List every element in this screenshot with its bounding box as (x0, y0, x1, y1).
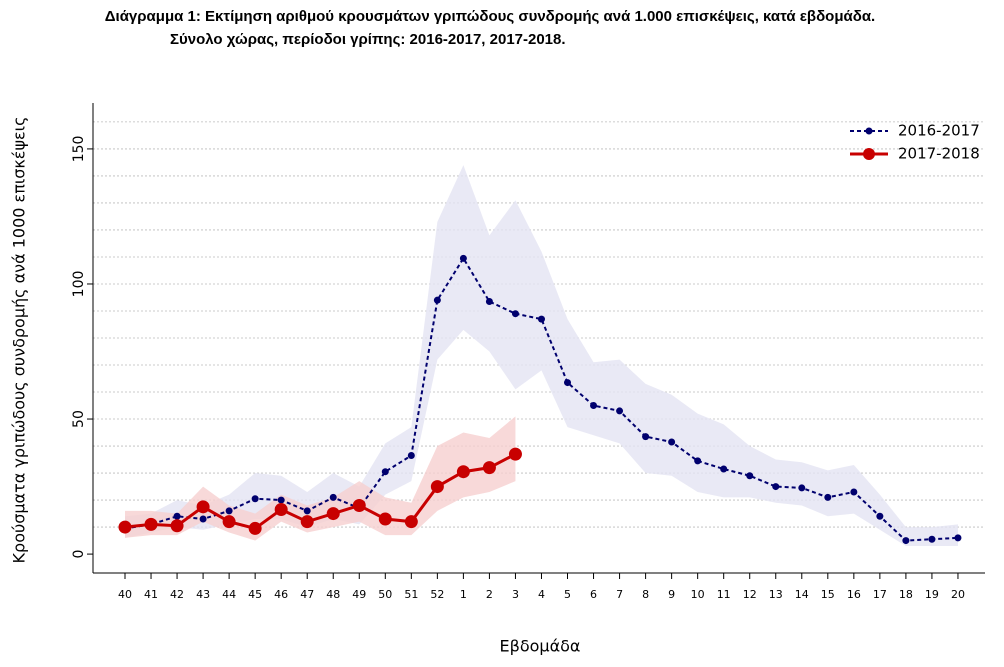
data-point (274, 503, 288, 517)
data-point (850, 488, 858, 496)
x-tick-label: 17 (873, 588, 887, 601)
x-tick-label: 12 (743, 588, 757, 601)
data-point (590, 402, 598, 410)
data-point (225, 507, 233, 515)
data-point (430, 480, 444, 494)
data-point (485, 298, 493, 306)
x-tick-label: 9 (668, 588, 675, 601)
x-tick-label: 13 (769, 588, 783, 601)
data-point (248, 521, 262, 535)
data-point (537, 315, 545, 323)
x-tick-label: 1 (460, 588, 467, 601)
data-point (824, 493, 832, 501)
data-point (251, 495, 259, 503)
data-point (404, 515, 418, 529)
x-tick-label: 14 (795, 588, 809, 601)
data-point (954, 534, 962, 542)
data-point (902, 537, 910, 545)
y-tick-label: 0 (71, 550, 87, 559)
confidence-band (125, 416, 516, 541)
x-tick-label: 19 (925, 588, 939, 601)
x-tick-label: 46 (274, 588, 288, 601)
data-point (508, 447, 522, 461)
x-tick-label: 51 (404, 588, 418, 601)
data-point (277, 496, 285, 504)
data-point (407, 452, 415, 459)
data-point (564, 379, 572, 387)
data-point (303, 507, 311, 515)
data-point (326, 507, 340, 521)
series-line (124, 452, 517, 531)
x-tick-label: 16 (847, 588, 861, 601)
data-point (720, 465, 728, 473)
x-tick-label: 4 (538, 588, 545, 601)
data-point (196, 500, 210, 514)
x-tick-label: 45 (248, 588, 262, 601)
legend-label: 2016-2017 (898, 122, 980, 140)
legend-marker (863, 148, 875, 160)
data-point (381, 468, 389, 476)
y-tick-label: 50 (71, 410, 87, 428)
legend-marker (865, 127, 873, 135)
data-point (300, 515, 314, 529)
x-tick-label: 11 (717, 588, 731, 601)
x-tick-label: 2 (486, 588, 493, 601)
data-point (668, 438, 676, 446)
data-point (694, 457, 702, 465)
x-tick-label: 40 (118, 588, 132, 601)
x-tick-label: 42 (170, 588, 184, 601)
data-point (433, 296, 441, 304)
data-point (456, 465, 470, 479)
x-axis-label: Εβδομάδα (500, 637, 581, 656)
y-tick-label: 150 (71, 136, 87, 163)
data-point (173, 512, 181, 520)
data-point (798, 484, 806, 492)
data-point (746, 472, 754, 480)
x-tick-label: 5 (564, 588, 571, 601)
data-point (352, 498, 366, 512)
x-tick-label: 8 (642, 588, 649, 601)
series-line (124, 256, 959, 542)
data-point (199, 515, 207, 523)
data-point (118, 520, 132, 534)
data-point (616, 407, 624, 415)
confidence-band (125, 165, 958, 546)
data-point (222, 515, 236, 529)
x-tick-label: 41 (144, 588, 158, 601)
data-point (772, 483, 780, 491)
x-tick-label: 3 (512, 588, 519, 601)
data-point (511, 310, 519, 318)
x-tick-label: 10 (691, 588, 705, 601)
legend-label: 2017-2018 (898, 145, 980, 163)
x-tick-label: 20 (951, 588, 965, 601)
x-tick-label: 48 (326, 588, 340, 601)
data-point (876, 512, 884, 520)
data-point (170, 519, 184, 533)
x-tick-label: 6 (590, 588, 597, 601)
data-point (144, 517, 158, 531)
x-tick-label: 7 (616, 588, 623, 601)
x-tick-label: 44 (222, 588, 236, 601)
y-axis-label: Κρούσματα γριπώδους συνδρομής ανά 1000 ε… (10, 117, 29, 564)
data-point (642, 433, 650, 441)
x-tick-label: 43 (196, 588, 210, 601)
x-tick-label: 47 (300, 588, 314, 601)
data-point (928, 535, 936, 543)
x-tick-label: 49 (352, 588, 366, 601)
chart-title: Διάγραμμα 1: Εκτίμηση αριθμού κρουσμάτων… (105, 8, 875, 25)
data-point (378, 512, 392, 526)
x-tick-label: 52 (430, 588, 444, 601)
x-tick-label: 15 (821, 588, 835, 601)
x-tick-label: 50 (378, 588, 392, 601)
data-point (459, 254, 467, 262)
y-tick-label: 100 (71, 271, 87, 298)
chart-subtitle: Σύνολο χώρας, περίοδοι γρίπης: 2016-2017… (170, 31, 566, 48)
data-point (482, 461, 496, 475)
data-point (329, 493, 337, 501)
x-tick-label: 18 (899, 588, 913, 601)
